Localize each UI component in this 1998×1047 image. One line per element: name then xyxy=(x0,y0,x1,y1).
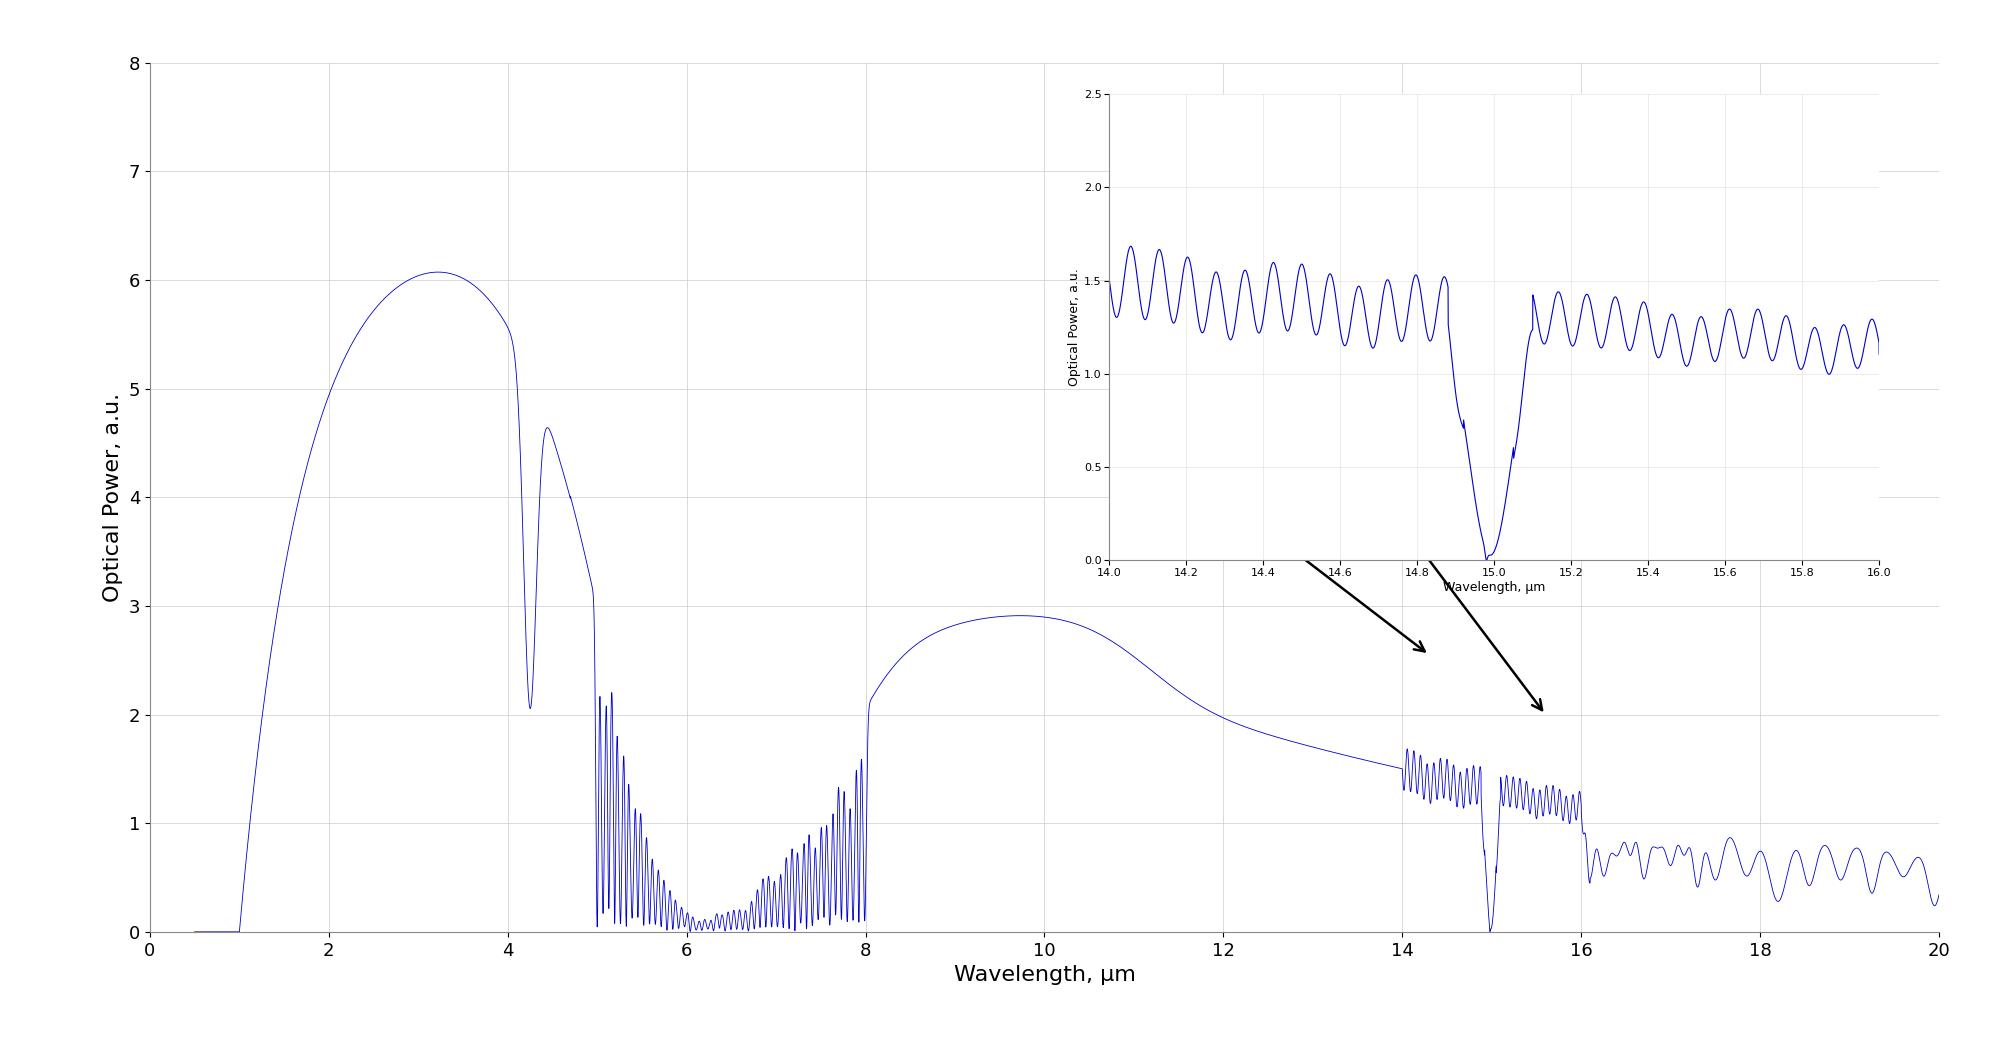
Y-axis label: Optical Power, a.u.: Optical Power, a.u. xyxy=(1067,268,1081,386)
X-axis label: Wavelength, μm: Wavelength, μm xyxy=(953,965,1135,985)
Text: zoom: zoom xyxy=(1293,499,1369,528)
Y-axis label: Optical Power, a.u.: Optical Power, a.u. xyxy=(104,393,124,602)
X-axis label: Wavelength, μm: Wavelength, μm xyxy=(1443,581,1544,594)
